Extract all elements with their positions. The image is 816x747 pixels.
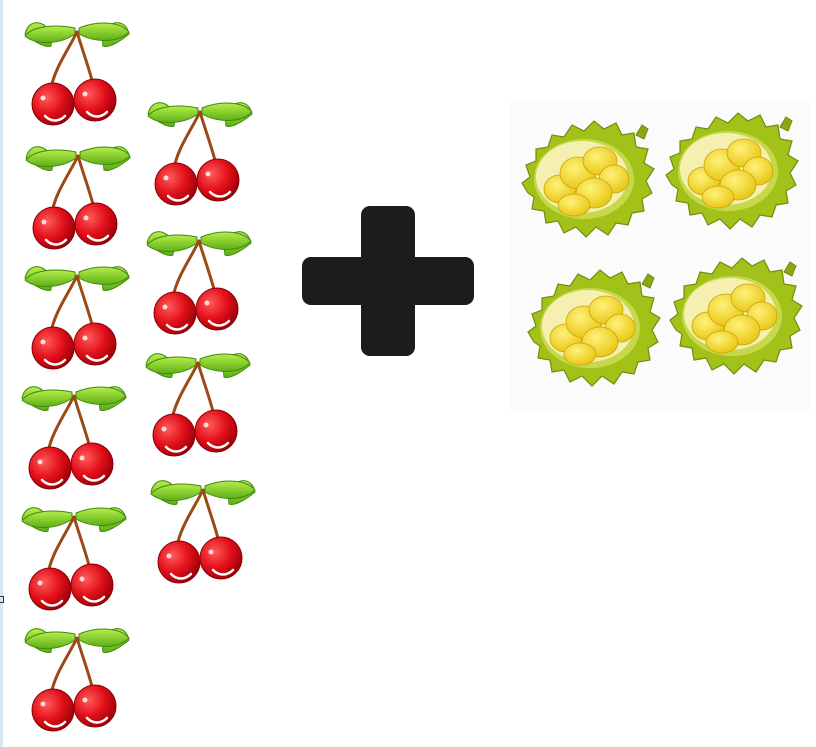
cherry-icon [144, 352, 252, 458]
plus-icon [302, 206, 474, 356]
cherry-icon [20, 506, 128, 612]
durian-icon [521, 120, 655, 238]
left-window-edge [0, 0, 3, 747]
cherry-icon [23, 265, 131, 371]
durian-icon [665, 112, 799, 230]
left-edge-handle [0, 596, 4, 603]
cherry-icon [23, 21, 131, 127]
cherry-icon [149, 479, 257, 585]
cherry-icon [24, 145, 132, 251]
cherry-icon [23, 627, 131, 733]
durian-icon [669, 257, 803, 375]
cherry-icon [20, 385, 128, 491]
durian-icon [527, 269, 661, 387]
cherry-icon [146, 101, 254, 207]
cherry-icon [145, 230, 253, 336]
